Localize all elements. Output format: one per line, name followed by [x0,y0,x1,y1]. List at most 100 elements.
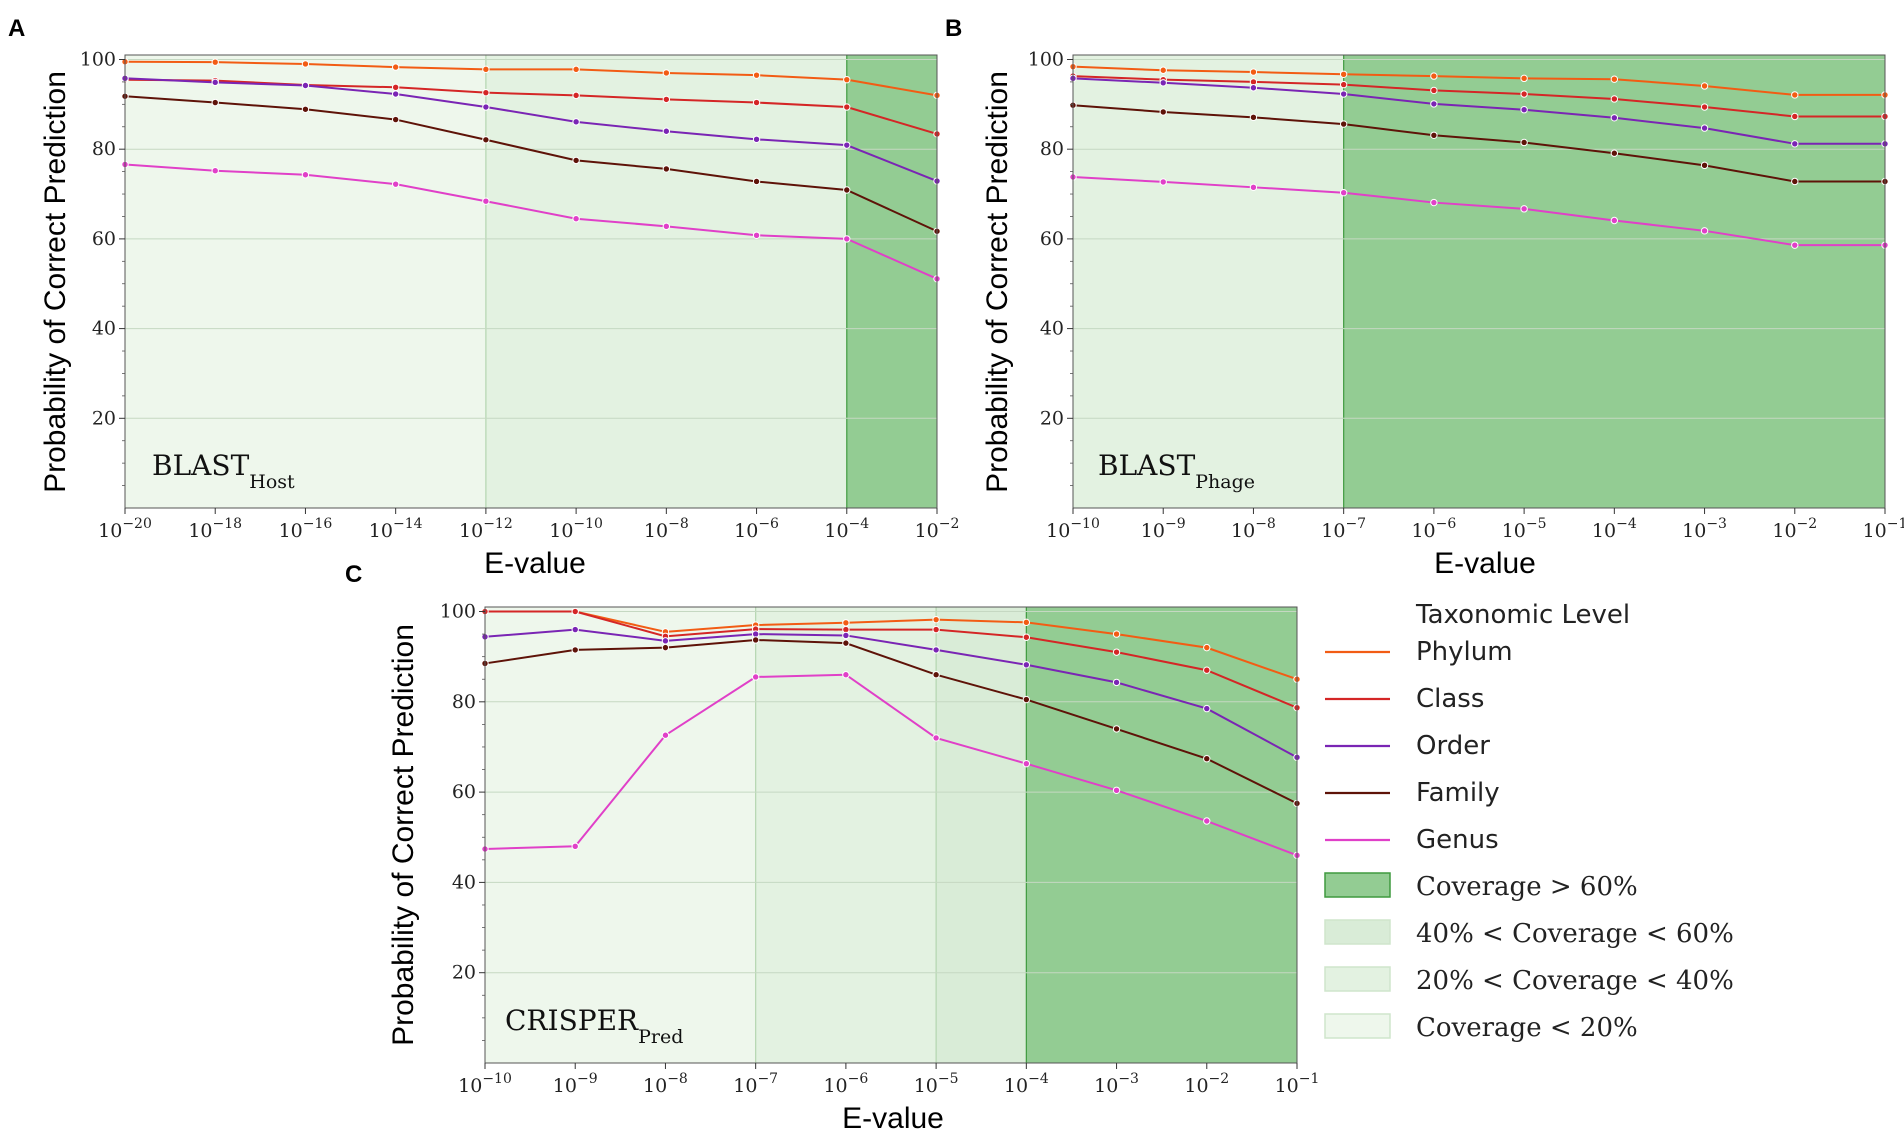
point-a-class-4 [482,88,490,97]
point-a-family-4 [482,136,490,144]
point-b-genus-8 [1791,241,1799,249]
point-a-phylum-8 [843,75,851,84]
point-a-order-4 [482,103,490,111]
point-b-family-7 [1700,161,1709,170]
point-a-class-3 [391,83,400,91]
point-a-family-6 [662,165,671,173]
x-ticks-b: 10−10 10−9 10−8 10−7 10−6 10−5 10−4 10−3 10−2 10−… [1046,508,1904,542]
inset-label-a: BLASTHost [152,449,295,493]
point-c-order-4 [842,631,850,640]
point-b-class-5 [1520,90,1528,98]
x-axis-title-b: E-value [1434,547,1536,580]
point-c-genus-1 [571,842,579,850]
x-tick-label-c-4: 10−6 [823,1071,868,1097]
series-line-b-family [1072,104,1885,183]
point-c-family-8 [1203,754,1211,763]
coverage-region-c-1 [755,607,937,1063]
y-ticks-b: 20 40 60 80 100 [1028,48,1073,486]
point-a-genus-7 [752,231,761,240]
x-tick-label-b-8: 10−2 [1772,516,1817,542]
series-line-a-order [124,77,938,182]
point-a-family-5 [572,156,580,165]
point-c-phylum-5 [932,615,940,624]
point-a-order-1 [211,78,219,87]
x-tick-label-a-9: 10−2 [915,516,960,542]
point-a-genus-2 [301,171,310,179]
legend-swatch-cov_lt20 [1324,1013,1391,1039]
point-b-order-5 [1520,106,1528,114]
point-b-order-7 [1700,124,1709,132]
y-axis-title-b: Probability of Correct Prediction [981,71,1014,493]
x-ticks-c: 10−10 10−9 10−8 10−7 10−6 10−5 10−4 10−3 10−2 10−… [458,1063,1319,1097]
coverage-region-c-2 [936,607,1027,1063]
point-b-family-6 [1610,149,1619,157]
point-b-family-2 [1249,113,1258,122]
series-line-b-order [1072,77,1885,145]
point-c-phylum-8 [1203,643,1211,652]
x-tick-label-c-2: 10−8 [643,1071,688,1097]
point-a-family-7 [752,177,761,186]
point-c-family-7 [1112,725,1121,733]
point-b-family-1 [1159,108,1167,116]
point-a-order-6 [662,127,671,135]
point-a-phylum-6 [662,69,671,77]
coverage-regions-c [485,607,1297,1063]
x-tick-label-a-0: 10−20 [98,516,152,542]
point-c-order-1 [571,625,579,634]
point-b-class-3 [1339,80,1348,89]
point-c-genus-3 [751,673,760,681]
point-c-family-6 [1022,695,1031,704]
point-b-phylum-8 [1791,91,1799,99]
point-b-phylum-2 [1249,68,1258,76]
point-b-family-4 [1430,131,1438,139]
point-a-class-5 [572,91,580,100]
point-a-order-5 [572,118,580,126]
x-tick-label-c-8: 10−2 [1184,1071,1229,1097]
series-lines-a [121,58,941,283]
point-c-order-5 [932,646,940,654]
y-ticks-c: 20 40 60 80 100 [440,601,485,1041]
point-c-phylum-6 [1022,618,1031,627]
legend-label-order: Order [1416,731,1490,761]
point-b-order-1 [1159,79,1167,87]
point-a-class-6 [662,95,671,104]
x-tick-label-c-9: 10−1 [1275,1071,1320,1097]
series-line-a-class [124,78,938,135]
y-tick-label-b-4: 100 [1028,48,1064,70]
point-b-order-6 [1610,114,1619,122]
x-tick-label-b-1: 10−9 [1141,516,1186,542]
y-tick-label-c-2: 60 [452,781,476,803]
coverage-regions-a [125,55,937,508]
series-line-a-phylum [124,60,938,97]
point-c-class-5 [932,625,940,634]
point-a-phylum-4 [482,65,490,74]
plot-frame-a [124,54,938,509]
point-c-order-2 [661,637,670,645]
point-a-phylum-2 [301,60,310,68]
y-tick-label-c-0: 20 [452,962,476,984]
legend-label-class: Class [1416,684,1484,714]
panel-label-c: C [345,561,362,588]
point-c-class-1 [571,607,579,616]
coverage-region-b-1 [1343,55,1885,508]
x-tick-label-b-7: 10−3 [1682,516,1727,542]
x-tick-label-b-6: 10−4 [1592,516,1637,542]
x-tick-label-b-2: 10−8 [1231,516,1276,542]
point-b-family-3 [1339,120,1348,128]
series-line-b-phylum [1072,65,1885,96]
x-tick-label-b-3: 10−7 [1321,516,1366,542]
y-tick-label-b-3: 80 [1040,138,1064,160]
point-c-genus-6 [1022,759,1031,768]
coverage-region-c-3 [1026,607,1297,1063]
series-line-c-phylum [485,610,1298,681]
legend-items: Phylum Class Order Family Genus Coverage > 60… [1324,637,1734,1043]
x-tick-label-a-8: 10−4 [824,516,869,542]
point-b-order-3 [1339,90,1348,98]
point-a-phylum-7 [752,71,761,79]
point-c-genus-8 [1203,817,1211,825]
y-axis-title-c: Probability of Correct Prediction [387,624,420,1046]
point-c-phylum-4 [842,619,850,627]
point-a-order-7 [752,135,761,144]
point-b-order-8 [1791,140,1799,148]
x-tick-label-a-3: 10−14 [369,516,423,542]
